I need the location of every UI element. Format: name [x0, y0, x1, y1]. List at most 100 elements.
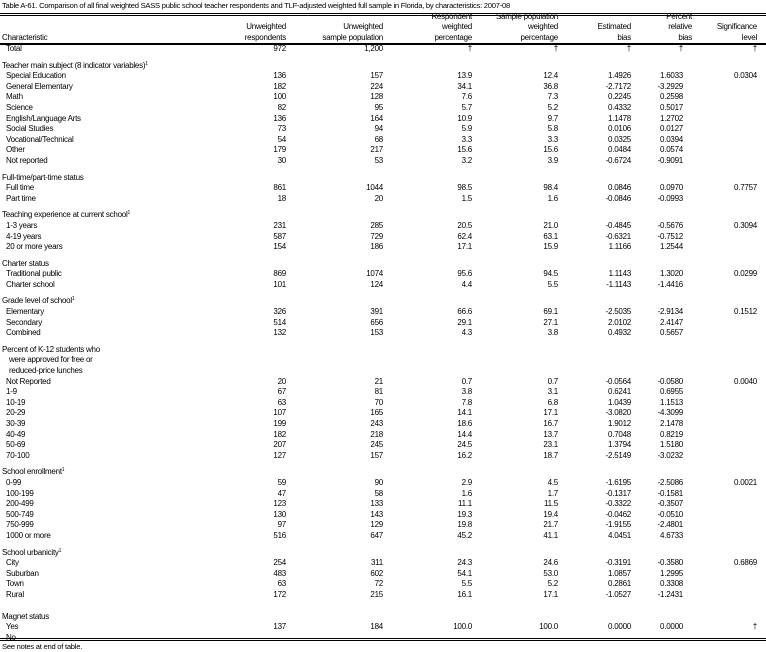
table-row: Charter school 101 124 4.4 5.5 -1.1143 -1.4416 [0, 280, 766, 291]
table-row: 20 or more years 154 186 17.1 15.9 1.1166 1.25… [0, 242, 766, 253]
row-label: Traditional public [6, 269, 62, 280]
cell-estimated-bias: -1.1143 [606, 279, 631, 289]
cell-sample-population-weighted-percentage: 21.7 [543, 520, 558, 530]
row-label-text: Magnet status [2, 611, 49, 621]
row-label: Teaching experience at current school1 [2, 210, 130, 221]
row-label: Charter status [2, 259, 49, 270]
cell-unweighted-sample-population: 157 [370, 71, 383, 81]
row-label-text: Yes [6, 622, 19, 632]
cell-percent-relative-bias: 1.6033 [660, 71, 683, 81]
cell-unweighted-sample-population: 90 [374, 477, 384, 487]
cell-significance-level: 0.1512 [734, 307, 757, 317]
cell-sample-population-weighted-percentage: 41.1 [543, 530, 558, 540]
row-label-text: Suburban [6, 568, 39, 578]
header-line: sample population [322, 32, 383, 42]
table-row: 0-99 59 90 2.9 4.5 -1.6195 -2.5086 0.0021 [0, 478, 766, 489]
cell-estimated-bias: -3.0820 [605, 408, 632, 418]
row-label-text: Traditional public [6, 269, 62, 279]
cell-sample-population-weighted-percentage: 3.3 [547, 134, 559, 144]
row-label: 100-199 [6, 489, 34, 500]
cell-respondent-weighted-percentage: 19.8 [457, 520, 472, 530]
cell-sample-population-weighted-percentage: 23.1 [543, 440, 558, 450]
cell-significance-level: 0.0021 [734, 477, 757, 487]
cell-sample-population-weighted-percentage: 5.2 [547, 102, 559, 112]
cell-estimated-bias: -0.4845 [605, 220, 632, 230]
cell-respondent-weighted-percentage: 1.5 [461, 193, 473, 203]
cell-unweighted-sample-population: 165 [370, 408, 383, 418]
row-label: Other [6, 145, 25, 156]
row-label: Magnet status [2, 612, 49, 623]
cell-unweighted-respondents: 63 [277, 579, 287, 589]
cell-percent-relative-bias: 0.5657 [660, 328, 683, 338]
row-label-text: City [6, 558, 19, 568]
cell-respondent-weighted-percentage: 5.5 [461, 579, 473, 589]
footnote-marker: 1 [58, 547, 62, 554]
header-rule [0, 43, 766, 45]
cell-unweighted-sample-population: 58 [374, 488, 384, 498]
table-row: Yes 137 184 100.0 100.0 0.0000 0.0000 † [0, 622, 766, 633]
footnote-marker: 1 [127, 210, 131, 217]
table-row: 750-999 97 129 19.8 21.7 -1.9155 -2.4801 [0, 520, 766, 531]
header-unweighted-respondents: Unweighted respondents [220, 13, 287, 43]
cell-unweighted-sample-population: 217 [370, 145, 383, 155]
table-row: Town 63 72 5.5 5.2 0.2861 0.3308 [0, 579, 766, 590]
row-label: English/Language Arts [6, 114, 81, 125]
cell-unweighted-respondents: 82 [277, 102, 287, 112]
cell-estimated-bias: -2.7172 [605, 81, 632, 91]
row-label: 750-999 [6, 520, 34, 531]
row-label-text: Social Studies [6, 124, 54, 134]
cell-respondent-weighted-percentage: 14.1 [457, 408, 472, 418]
cell-unweighted-sample-population: 647 [370, 530, 383, 540]
header-estimated-bias: Estimated bias [580, 13, 632, 43]
table-row: Social Studies 73 94 5.9 5.8 0.0106 0.0127 [0, 124, 766, 135]
cell-unweighted-sample-population: 129 [370, 520, 383, 530]
cell-sample-population-weighted-percentage: 7.3 [547, 92, 559, 102]
table-row: 10-19 63 70 7.8 6.8 1.0439 1.1513 [0, 398, 766, 409]
row-label-text: Not reported [6, 155, 48, 165]
spacer [0, 601, 766, 612]
row-label: Secondary [6, 318, 42, 329]
row-label: General Elementary [6, 82, 73, 93]
row-label-text: Full-time/part-time status [2, 172, 84, 182]
row-label: Math [6, 92, 23, 103]
group-heading-row: Grade level of school1 [0, 296, 766, 307]
cell-unweighted-sample-population: 602 [370, 568, 383, 578]
group-heading-row: reduced-price lunches [0, 366, 766, 377]
cell-estimated-bias: -2.5035 [605, 307, 632, 317]
cell-estimated-bias: -0.0462 [605, 509, 632, 519]
cell-unweighted-sample-population: 164 [370, 113, 383, 123]
row-label-text: 50-69 [6, 440, 26, 450]
group-heading-row: School enrollment1 [0, 467, 766, 478]
cell-percent-relative-bias: 1.3020 [660, 269, 683, 279]
header-line: respondents [244, 32, 287, 42]
header-line: relative [668, 22, 692, 31]
cell-estimated-bias: † [626, 44, 631, 53]
header-line: weighted [527, 22, 558, 31]
cell-estimated-bias: -0.6321 [605, 231, 632, 241]
cell-unweighted-sample-population: 70 [374, 397, 384, 407]
cell-percent-relative-bias: 0.3308 [660, 579, 683, 589]
row-label-text: School enrollment [2, 467, 62, 477]
cell-unweighted-respondents: 861 [273, 183, 286, 193]
row-label-text: 200-499 [6, 499, 34, 509]
cell-percent-relative-bias: 4.6733 [660, 530, 683, 540]
row-label-text: Combined [6, 328, 41, 338]
cell-unweighted-respondents: 100 [273, 92, 286, 102]
cell-unweighted-respondents: 514 [273, 317, 286, 327]
cell-respondent-weighted-percentage: 19.3 [457, 509, 472, 519]
group-heading-row: Teacher main subject (8 indicator variab… [0, 61, 766, 72]
cell-percent-relative-bias: -3.2929 [657, 81, 684, 91]
group-heading-row: Percent of K-12 students who [0, 345, 766, 356]
header-characteristic: Characteristic [2, 13, 48, 43]
cell-percent-relative-bias: -0.5676 [657, 220, 684, 230]
cell-sample-population-weighted-percentage: 6.8 [547, 397, 559, 407]
cell-estimated-bias: 2.0102 [608, 317, 631, 327]
row-label-text: Town [6, 579, 24, 589]
row-label: reduced-price lunches [9, 366, 83, 377]
cell-respondent-weighted-percentage: 95.6 [457, 269, 472, 279]
cell-sample-population-weighted-percentage: 1.6 [547, 193, 559, 203]
group-heading-row: were approved for free or [0, 355, 766, 366]
cell-estimated-bias: 0.2861 [608, 579, 631, 589]
cell-sample-population-weighted-percentage: 11.5 [544, 499, 558, 509]
cell-unweighted-sample-population: 729 [370, 231, 383, 241]
